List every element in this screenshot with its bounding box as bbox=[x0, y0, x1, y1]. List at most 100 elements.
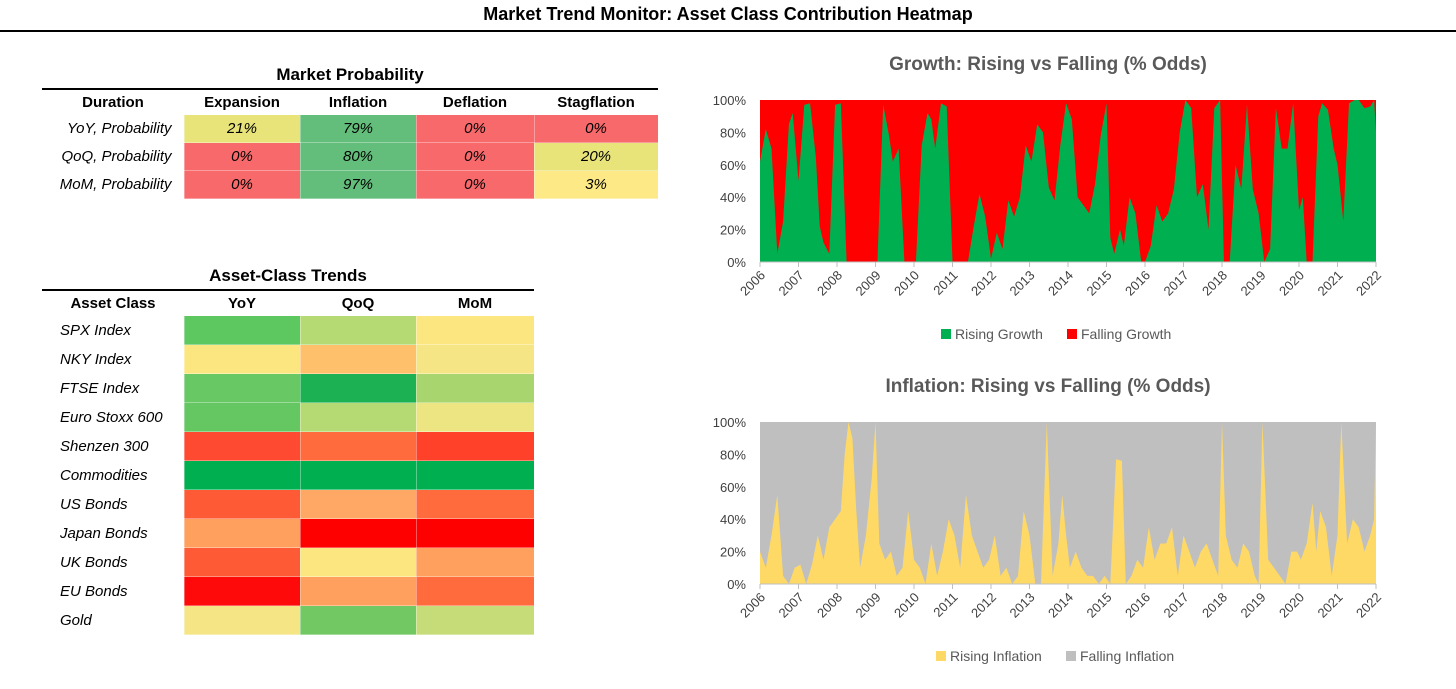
x-tick-label: 2013 bbox=[1007, 590, 1038, 621]
trend-heat-cell bbox=[415, 402, 535, 432]
x-tick-label: 2006 bbox=[737, 268, 768, 299]
trend-heat-cell bbox=[299, 576, 417, 606]
trend-row-shenzen-300: Shenzen 300 bbox=[42, 431, 535, 461]
y-tick-label: 20% bbox=[720, 223, 746, 238]
probability-cell: 3% bbox=[533, 170, 659, 199]
trend-row-ftse-index: FTSE Index bbox=[42, 373, 535, 403]
growth-rising-area bbox=[760, 100, 1376, 262]
probability-cell: 79% bbox=[299, 114, 417, 143]
row-label: QoQ, Probability bbox=[61, 148, 172, 165]
inflation-chart-title: Inflation: Rising vs Falling (% Odds) bbox=[885, 376, 1210, 397]
trend-row-spx-index: SPX Index bbox=[42, 315, 535, 345]
trend-heat-cell bbox=[183, 489, 301, 519]
probability-cell: 0% bbox=[415, 170, 535, 199]
market-probability-table: Market Probability Duration Expansion Infl… bbox=[42, 62, 659, 199]
probability-cell: 0% bbox=[415, 114, 535, 143]
x-tick-label: 2020 bbox=[1276, 590, 1307, 621]
header-yoy: YoY bbox=[184, 289, 300, 316]
x-tick-label: 2013 bbox=[1007, 268, 1038, 299]
x-tick-label: 2011 bbox=[930, 590, 960, 620]
probability-header-row: Duration Expansion Inflation Deflation Stagf… bbox=[42, 88, 658, 115]
trend-row-euro-stoxx-600: Euro Stoxx 600 bbox=[42, 402, 535, 432]
x-tick-label: 2014 bbox=[1045, 590, 1076, 621]
trend-heat-cell bbox=[183, 344, 301, 374]
legend-swatch-rising-inflation bbox=[936, 651, 946, 661]
x-tick-label: 2018 bbox=[1199, 590, 1230, 621]
x-tick-label: 2016 bbox=[1122, 590, 1153, 621]
trend-heat-cell bbox=[183, 431, 301, 461]
trend-heat-cell bbox=[183, 373, 301, 403]
x-tick-label: 2018 bbox=[1199, 268, 1230, 299]
header-qoq: QoQ bbox=[300, 289, 416, 316]
trend-heat-cell bbox=[415, 373, 535, 403]
x-tick-label: 2016 bbox=[1122, 268, 1153, 299]
trend-heat-cell bbox=[415, 460, 535, 490]
asset-label: NKY Index bbox=[60, 350, 132, 368]
growth-chart-title: Growth: Rising vs Falling (% Odds) bbox=[889, 54, 1207, 75]
x-tick-label: 2019 bbox=[1238, 590, 1269, 621]
y-tick-label: 0% bbox=[727, 577, 746, 592]
x-tick-label: 2008 bbox=[814, 590, 845, 621]
trend-heat-cell bbox=[299, 315, 417, 345]
probability-cell: 0% bbox=[183, 142, 301, 171]
row-label: MoM, Probability bbox=[59, 176, 172, 193]
trend-heat-cell bbox=[415, 431, 535, 461]
trend-heat-cell bbox=[183, 547, 301, 577]
trend-heat-cell bbox=[415, 605, 535, 635]
probability-cell: 97% bbox=[299, 170, 417, 199]
y-tick-label: 60% bbox=[720, 158, 746, 173]
trend-row-nky-index: NKY Index bbox=[42, 344, 535, 374]
probability-row: MoM, Probability 0% 97% 0% 3% bbox=[42, 170, 659, 199]
trends-header-row: Asset Class YoY QoQ MoM bbox=[42, 289, 534, 316]
x-tick-label: 2014 bbox=[1045, 268, 1076, 299]
y-tick-label: 20% bbox=[720, 545, 746, 560]
header-duration: Duration bbox=[42, 88, 184, 115]
title-rule bbox=[0, 30, 1456, 32]
trend-heat-cell bbox=[183, 576, 301, 606]
header-asset-class: Asset Class bbox=[42, 289, 184, 316]
asset-label: US Bonds bbox=[60, 495, 128, 513]
growth-chart-svg: Growth: Rising vs Falling (% Odds) 0% 20% 4… bbox=[713, 54, 1384, 342]
trend-heat-cell bbox=[299, 373, 417, 403]
x-tick-label: 2022 bbox=[1353, 590, 1384, 621]
legend-swatch-falling-inflation bbox=[1066, 651, 1076, 661]
y-tick-label: 80% bbox=[720, 447, 746, 462]
x-tick-label: 2015 bbox=[1084, 590, 1115, 621]
x-tick-label: 2011 bbox=[930, 268, 960, 298]
trend-row-gold: Gold bbox=[42, 605, 535, 635]
trend-heat-cell bbox=[183, 315, 301, 345]
asset-label: Shenzen 300 bbox=[60, 437, 149, 455]
x-tick-label: 2010 bbox=[891, 590, 922, 621]
x-tick-label: 2009 bbox=[853, 590, 884, 621]
asset-label: EU Bonds bbox=[60, 582, 128, 600]
header-inflation: Inflation bbox=[300, 88, 416, 115]
probability-cell: 80% bbox=[299, 142, 417, 171]
header-stagflation: Stagflation bbox=[534, 88, 658, 115]
page-title: Market Trend Monitor: Asset Class Contri… bbox=[483, 4, 973, 24]
legend-label-falling-inflation: Falling Inflation bbox=[1080, 648, 1174, 664]
probability-cell: 0% bbox=[415, 142, 535, 171]
trend-heat-cell bbox=[299, 605, 417, 635]
trend-heat-cell bbox=[183, 605, 301, 635]
trend-heat-cell bbox=[415, 344, 535, 374]
trend-row-us-bonds: US Bonds bbox=[42, 489, 535, 519]
probability-cell: 0% bbox=[533, 114, 659, 143]
trend-row-eu-bonds: EU Bonds bbox=[42, 576, 535, 606]
x-tick-label: 2008 bbox=[814, 268, 845, 299]
header-mom: MoM bbox=[416, 289, 534, 316]
trend-heat-cell bbox=[415, 315, 535, 345]
trend-heat-cell bbox=[299, 344, 417, 374]
trend-row-commodities: Commodities bbox=[42, 460, 535, 490]
asset-class-trends-caption: Asset-Class Trends bbox=[209, 266, 367, 285]
legend-swatch-rising-growth bbox=[941, 329, 951, 339]
y-tick-label: 60% bbox=[720, 480, 746, 495]
probability-cell: 21% bbox=[183, 114, 301, 143]
asset-label: FTSE Index bbox=[60, 379, 140, 397]
trend-heat-cell bbox=[299, 431, 417, 461]
legend-label-rising-inflation: Rising Inflation bbox=[950, 648, 1042, 664]
probability-row: YoY, Probability 21% 79% 0% 0% bbox=[42, 114, 659, 143]
asset-label: UK Bonds bbox=[60, 553, 128, 571]
inflation-chart: Inflation: Rising vs Falling (% Odds) 0% 2… bbox=[696, 362, 1416, 682]
x-tick-label: 2021 bbox=[1315, 268, 1346, 299]
header-deflation: Deflation bbox=[416, 88, 534, 115]
